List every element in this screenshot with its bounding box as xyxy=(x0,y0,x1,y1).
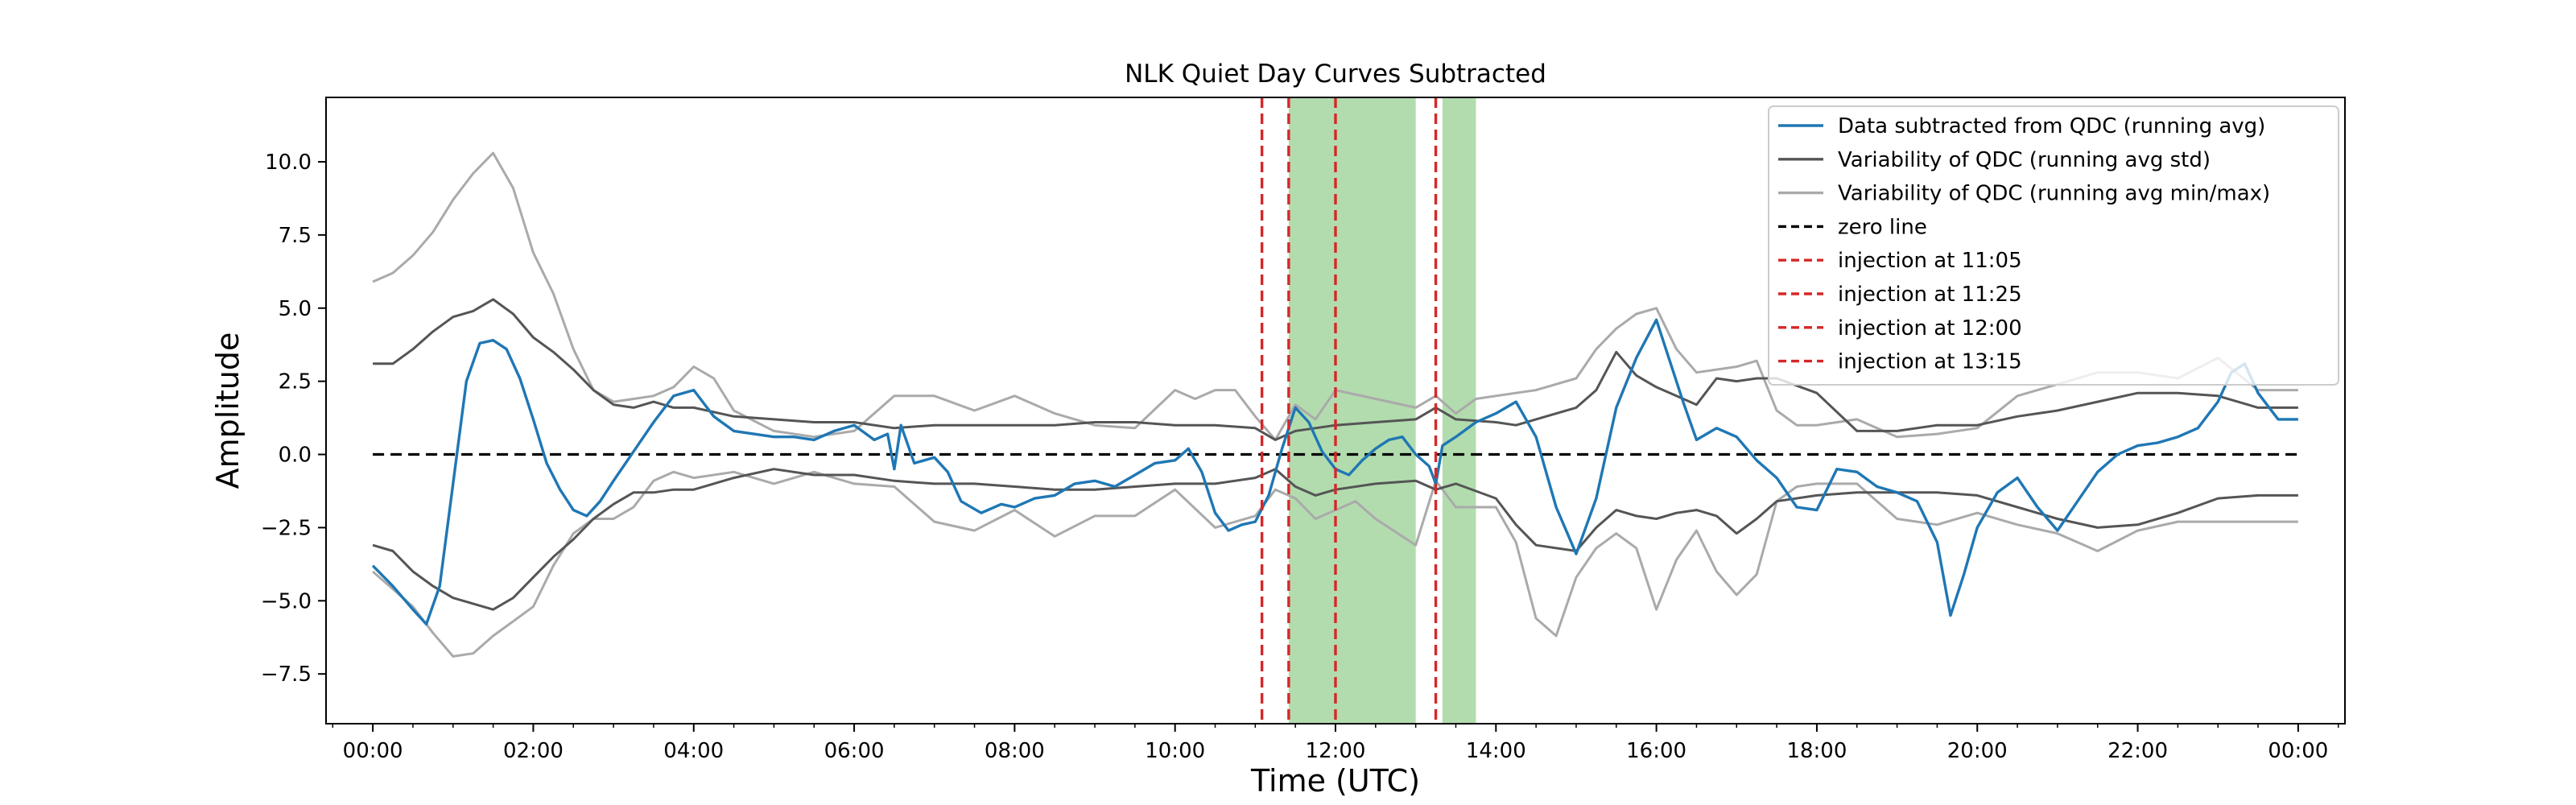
y-tick-label: 10.0 xyxy=(265,151,312,175)
y-axis: −7.5 −5.0 −2.5 0.0 2.5 5.0 7.5 10.0 xyxy=(261,151,326,687)
series-variability-of-qdc-running-avg-std-upper xyxy=(373,298,2298,441)
x-axis-title: Time (UTC) xyxy=(1250,763,1420,799)
x-tick-label: 00:00 xyxy=(343,739,403,763)
x-tick-label: 04:00 xyxy=(663,739,724,763)
legend-box xyxy=(1768,105,2339,386)
x-tick-label: 00:00 xyxy=(2268,739,2328,763)
x-tick-label: 14:00 xyxy=(1466,739,1526,763)
chart-title: NLK Quiet Day Curves Subtracted xyxy=(1125,60,1546,89)
x-tick-label: 20:00 xyxy=(1947,739,2008,763)
x-tick-label: 10:00 xyxy=(1145,739,1205,763)
x-tick-label: 22:00 xyxy=(2107,739,2168,763)
legend-label: Variability of QDC (running avg std) xyxy=(1838,148,2211,172)
series-lines xyxy=(371,151,2298,658)
injection-lines xyxy=(1260,97,1438,724)
y-tick-label: 7.5 xyxy=(279,224,312,248)
series-variability-of-qdc-running-avg-std-lower xyxy=(372,468,2298,611)
y-axis-title: Amplitude xyxy=(210,332,246,489)
x-tick-label: 02:00 xyxy=(503,739,564,763)
legend-label: Variability of QDC (running avg min/max) xyxy=(1838,182,2270,206)
x-tick-label: 18:00 xyxy=(1786,739,1847,763)
legend-label: Data subtracted from QDC (running avg) xyxy=(1838,114,2265,138)
legend: Data subtracted from QDC (running avg) Va… xyxy=(1768,105,2339,386)
y-tick-label: −2.5 xyxy=(261,516,312,540)
y-tick-label: −5.0 xyxy=(261,589,312,613)
y-tick-label: 5.0 xyxy=(279,297,312,321)
x-tick-label: 12:00 xyxy=(1306,739,1366,763)
legend-label: injection at 13:15 xyxy=(1838,350,2022,374)
series-data-subtracted-from-qdc-running-avg xyxy=(371,318,2298,626)
legend-label: injection at 11:25 xyxy=(1838,283,2022,307)
y-tick-label: 2.5 xyxy=(279,370,312,394)
x-tick-label: 16:00 xyxy=(1626,739,1686,763)
y-tick-label: −7.5 xyxy=(261,663,312,687)
x-tick-label: 08:00 xyxy=(985,739,1045,763)
legend-label: zero line xyxy=(1838,215,1927,239)
x-tick-label: 06:00 xyxy=(824,739,885,763)
x-axis: 00:00 02:00 04:00 06:00 08:00 10:00 12:00 14:00… xyxy=(332,724,2339,763)
legend-label: injection at 11:05 xyxy=(1838,249,2022,273)
shaded-regions xyxy=(1288,97,1476,724)
shaded-region-1 xyxy=(1288,97,1416,724)
y-tick-label: 0.0 xyxy=(279,444,312,468)
legend-label: injection at 12:00 xyxy=(1838,316,2022,341)
